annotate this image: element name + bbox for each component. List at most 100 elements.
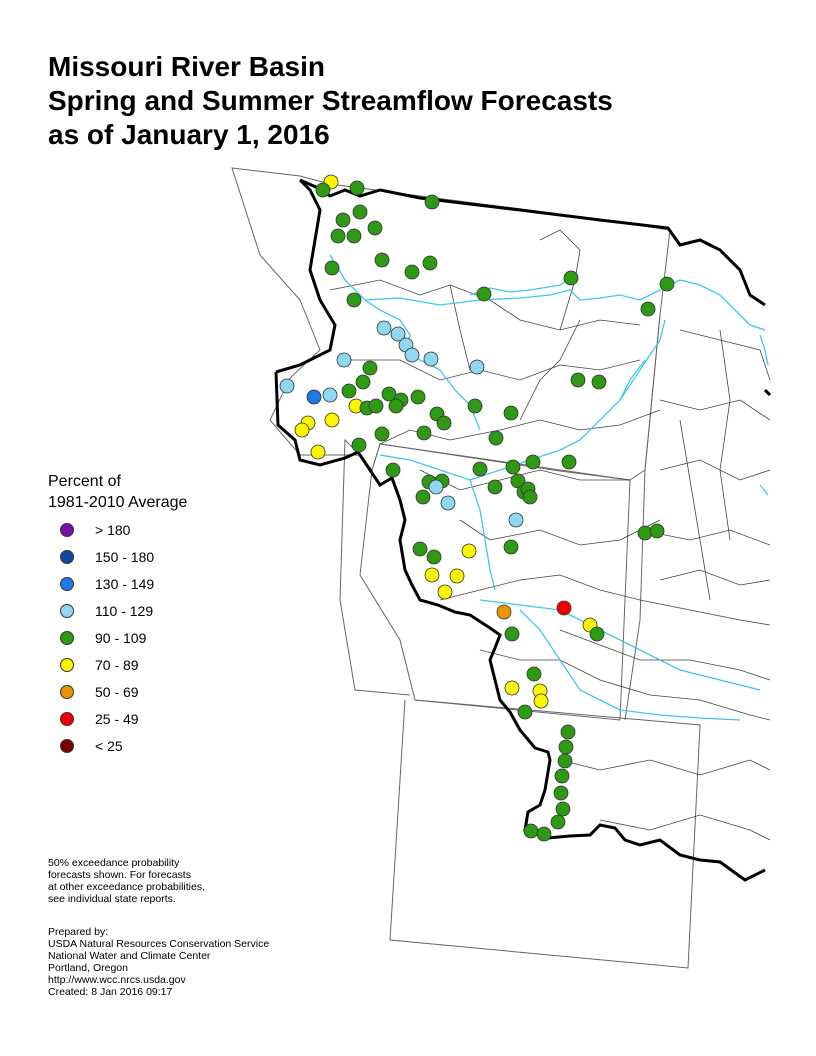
forecast-point (428, 479, 444, 495)
forecast-point (525, 454, 541, 470)
forecast-point (533, 693, 549, 709)
legend-swatch (60, 604, 74, 618)
legend-item: 70 - 89 (48, 657, 187, 685)
forecast-point (367, 220, 383, 236)
subbasin-line (599, 814, 771, 841)
river-north-platte (519, 609, 741, 721)
forecast-point (346, 228, 362, 244)
state-line-idaho-west (339, 438, 411, 696)
prepared-agency: USDA Natural Resources Conservation Serv… (48, 938, 270, 950)
forecast-point (416, 425, 432, 441)
forecast-point (374, 426, 390, 442)
forecast-point (390, 326, 406, 342)
legend-swatch (60, 739, 74, 753)
legend-label: 110 - 129 (95, 603, 154, 619)
forecast-point (422, 255, 438, 271)
legend-swatch (60, 550, 74, 564)
forecast-point (426, 549, 442, 565)
legend-item: 130 - 149 (48, 576, 187, 604)
forecast-point (336, 352, 352, 368)
forecast-point (412, 541, 428, 557)
forecast-point (385, 462, 401, 478)
legend-item: 150 - 180 (48, 549, 187, 577)
forecast-point (561, 454, 577, 470)
subbasin-line (449, 284, 471, 371)
forecast-point (488, 430, 504, 446)
forecast-point (376, 320, 392, 336)
basin-outline-path (274, 178, 772, 882)
state-line-colorado (389, 699, 701, 969)
river-bighorn (469, 479, 496, 591)
legend-item: > 180 (48, 522, 187, 550)
forecast-point (362, 360, 378, 376)
forecast-point (504, 626, 520, 642)
note-line: at other exceedance probabilities, (48, 881, 206, 893)
legend-item: 50 - 69 (48, 684, 187, 712)
forecast-point (496, 604, 512, 620)
page-title: Missouri River Basin Spring and Summer S… (48, 50, 613, 152)
legend-swatch (60, 577, 74, 591)
forecast-point (310, 444, 326, 460)
subbasin-line (659, 569, 771, 586)
forecast-point (523, 823, 539, 839)
state-line-montana-outline (231, 167, 671, 481)
forecast-point (659, 276, 675, 292)
legend-label: 50 - 69 (95, 684, 139, 700)
forecast-point (368, 398, 384, 414)
forecast-point (440, 495, 456, 511)
subbasin-line (679, 329, 771, 381)
forecast-point (315, 182, 331, 198)
forecast-point (563, 270, 579, 286)
forecast-point (557, 753, 573, 769)
forecast-point (550, 814, 566, 830)
forecast-point (469, 359, 485, 375)
legend-label: < 25 (95, 738, 123, 754)
legend-swatch (60, 712, 74, 726)
legend-item: 90 - 109 (48, 630, 187, 658)
forecast-point (388, 398, 404, 414)
forecast-point (404, 264, 420, 280)
legend-label: 150 - 180 (95, 549, 155, 565)
basin-outline (274, 178, 772, 882)
forecast-points (279, 174, 675, 842)
subbasin-line (679, 419, 711, 601)
forecast-point (349, 180, 365, 196)
legend-label: 130 - 149 (95, 576, 155, 592)
forecast-point (424, 567, 440, 583)
river-missouri-main (364, 279, 766, 331)
title-line-2: Spring and Summer Streamflow Forecasts (48, 85, 613, 116)
legend-title-line-2: 1981-2010 Average (48, 494, 188, 511)
forecast-point (306, 389, 322, 405)
forecast-point (335, 212, 351, 228)
forecast-point (589, 626, 605, 642)
subbasin-line (659, 399, 771, 421)
river-platte (479, 599, 761, 691)
legend-items: > 180 150 - 180 130 - 149 110 - 129 90 -… (48, 522, 187, 766)
created-timestamp: Created: 8 Jan 2016 09:17 (48, 986, 173, 998)
legend-swatch (60, 658, 74, 672)
title-line-1: Missouri River Basin (48, 51, 325, 82)
forecast-point (555, 801, 571, 817)
legend: Percent of 1981-2010 Average > 180 150 -… (48, 471, 187, 766)
legend-label: > 180 (95, 522, 131, 538)
forecast-point (467, 398, 483, 414)
subbasin-line (719, 329, 731, 541)
legend-title-line-1: Percent of (48, 473, 121, 490)
subbasin-line (350, 359, 641, 381)
prepared-center: National Water and Climate Center (48, 950, 211, 962)
forecast-point (341, 383, 357, 399)
river-tributary (759, 484, 769, 496)
legend-label: 25 - 49 (95, 711, 139, 727)
title-line-3: as of January 1, 2016 (48, 119, 330, 150)
prepared-url[interactable]: http://www.wcc.nrcs.usda.gov (48, 974, 186, 986)
forecast-point (504, 680, 520, 696)
forecast-point (324, 260, 340, 276)
subbasin-line (659, 459, 771, 481)
state-line-dakotas-west (624, 314, 661, 721)
subbasin-line (559, 759, 771, 776)
forecast-point (374, 252, 390, 268)
legend-item: < 25 (48, 738, 187, 766)
forecast-point (591, 374, 607, 390)
forecast-point (449, 568, 465, 584)
forecast-point (410, 389, 426, 405)
